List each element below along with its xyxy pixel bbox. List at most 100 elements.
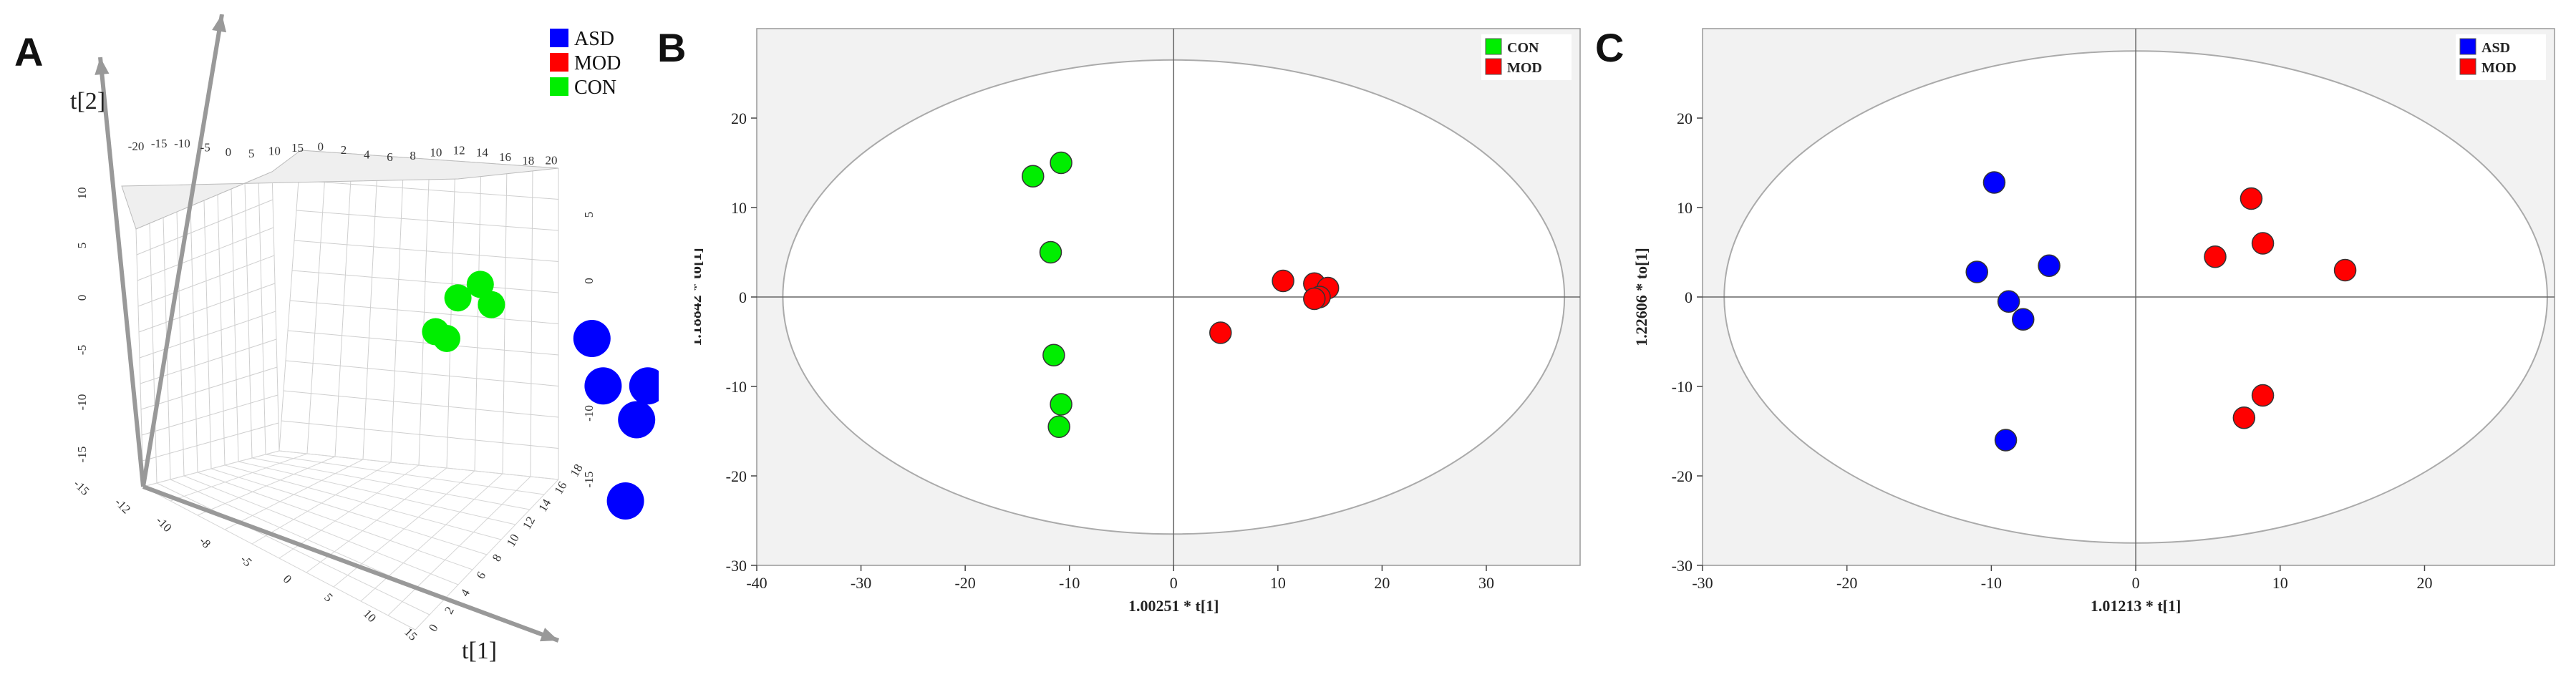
tick-label-depth: 16 [552,479,570,497]
y-tick-label: -20 [1672,467,1693,485]
y-tick-label: 10 [1677,199,1693,217]
tick-label-top: -20 [128,140,145,153]
legend: CON MOD [1481,34,1572,80]
grid-line-back [140,366,278,410]
grid-line-back [231,188,239,462]
axis-t2-arrow-head [95,57,110,75]
grid-line-floor [415,479,559,630]
tick-label-top: 16 [499,150,511,164]
grid-line-side [287,330,559,356]
grid-line-floor [224,464,502,540]
legend: ASD MOD [2456,34,2546,80]
x-tick-label: 10 [2272,574,2288,592]
x-tick-label: 20 [2416,574,2432,592]
tick-label-top: 4 [364,148,370,162]
tick-label-depth: 14 [536,497,553,515]
tick-label-top: 20 [546,154,558,167]
tick-label-depth: 0 [426,622,441,634]
y-tick-label: 20 [1677,109,1693,127]
x-tick-label: -30 [1692,574,1713,592]
tick-label-t1: 0 [281,573,294,586]
data-point-con [1050,393,1072,416]
axis-t1-arrow [142,484,560,643]
x-axis-label: 1.00251 * t[1] [1128,597,1219,615]
data-point-con [1050,151,1072,175]
panel-letter-c: C [1595,25,1624,70]
tick-label-top: 8 [410,149,416,162]
grid-line-back [139,311,276,359]
data-point-mod [2251,384,2275,407]
grid-line-side [474,162,482,472]
data-point-asd [606,482,644,520]
x-tick-label: -30 [851,574,871,592]
tick-label-t1: -12 [112,495,133,516]
data-point-mod [1209,321,1232,344]
tick-label-right: -10 [582,405,596,422]
x-tick-label: -40 [746,574,767,592]
data-points [422,271,659,520]
tick-label-right: -15 [582,472,596,488]
data-point-asd [584,367,622,405]
grid-line-back [244,182,253,459]
y-tick-label: 10 [731,199,747,217]
legend-swatch [1485,38,1502,55]
x-tick-label: 20 [1374,574,1390,592]
y-axis-label: 1.18842 * to[1] [694,248,704,346]
x-axis-label: 1.01213 * t[1] [2091,597,2181,615]
tick-label-depth: 2 [442,604,457,616]
data-point-con [433,325,460,352]
grid-line-side [446,160,456,469]
data-point-mod [2204,245,2227,268]
chart-scatter-c: -30 -20 -10 0 10 20 -30 -20 -10 0 10 20 1.01213 * t[… [1632,28,2555,615]
data-point-con [444,284,472,312]
tick-label-top: -5 [200,141,210,155]
legend-label: CON [1507,40,1539,56]
tick-label-t1: -10 [153,514,174,535]
legend-swatch [550,53,568,72]
y-tick-label: 20 [731,109,747,127]
data-point-mod [1303,287,1326,311]
data-point-con [1042,344,1065,366]
y-tick-label: -20 [726,467,747,485]
tick-label-t1: -5 [238,552,254,569]
tick-label-right: 0 [582,278,596,284]
grid-line-back [142,422,279,462]
legend-swatch [550,29,568,47]
axis-t1-arrow-head [540,628,558,642]
y-axis-label: 1.22606 * to[1] [1632,248,1650,346]
tick-label-top: 6 [387,150,393,164]
legend-label: ASD [574,28,614,50]
x-tick-label: -10 [1059,574,1080,592]
grid-line-back [258,177,266,455]
box-grid [95,14,560,643]
tick-label-top: 0 [226,145,232,159]
y-tick-label: 0 [1685,288,1693,306]
tick-label-t2: -5 [75,345,89,355]
grid-line-floor [387,476,531,616]
tick-label-right: 5 [582,212,596,218]
y-tick-label: -10 [1672,378,1693,396]
grid-line-side [283,390,559,418]
axis-label-t2: t[2] [70,88,105,115]
tick-label-t2: -10 [75,394,89,411]
tick-label-top: -10 [174,137,190,150]
tick-label-top: 2 [341,143,347,157]
x-tick-label: 10 [1270,574,1286,592]
tick-label-t2: -15 [75,447,89,463]
y-tick-label: -10 [726,378,747,396]
x-tick-label: 30 [1478,574,1494,592]
legend-label: MOD [1507,60,1542,76]
tick-label-depth: 4 [457,586,473,598]
legend-swatch [2459,58,2476,75]
grid-line-side [530,166,533,477]
panel-letter-b: B [657,25,687,70]
tick-label-depth: 8 [490,552,505,564]
grid-line-floor [360,473,503,602]
x-tick-label: 0 [2132,574,2140,592]
tick-label-t2: 0 [75,295,89,301]
chart-scatter-b: -40 -30 -20 -10 0 10 20 30-30-20-10010201.00251… [694,28,1581,615]
y-tick-label: 0 [739,288,747,306]
grid-line-side [285,360,559,386]
axis-labels: t[2] t[1] [70,88,497,664]
